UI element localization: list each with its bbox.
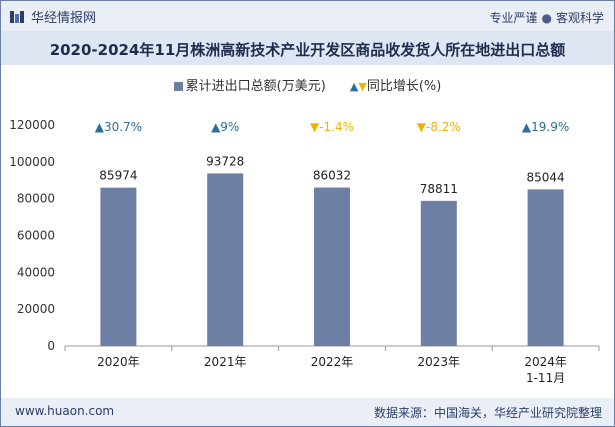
legend-up-triangle-icon: ▲ [349, 80, 359, 93]
bar [420, 200, 457, 346]
bar-chart: 0 20000 40000 60000 80000 100000 120000 85974 ▲3… [9, 118, 600, 385]
slogan: 专业严谨 ● 客观科学 [489, 9, 604, 26]
top-bar: 华经情报网 专业严谨 ● 客观科学 [1, 1, 614, 31]
legend-down-triangle-icon: ▼ [358, 80, 367, 93]
y-tick-label: 100000 [9, 155, 55, 169]
y-tick-label: 0 [47, 339, 55, 353]
bar [100, 187, 137, 346]
site-url: www.huaon.com [15, 404, 115, 418]
legend-item-yoy: ▲▼同比增长(%) [350, 79, 441, 94]
bar-value-label: 86032 [313, 169, 351, 183]
slogan-separator: ● [541, 11, 552, 25]
slogan-right: 客观科学 [555, 11, 604, 25]
bar-value-label: 85974 [99, 169, 137, 183]
yoy-up-label: ▲19.9% [522, 120, 569, 134]
legend-yoy-label: 同比增长(%) [366, 79, 442, 94]
chart-legend: 累计进出口总额(万美元) ▲▼同比增长(%) [1, 75, 614, 94]
yoy-up-label: ▲30.7% [95, 120, 142, 134]
y-tick-label: 20000 [17, 302, 55, 316]
bar-value-label: 85044 [527, 170, 565, 184]
bar [314, 187, 350, 346]
legend-bar-swatch [173, 82, 183, 91]
bar [207, 173, 244, 346]
bar [527, 189, 564, 346]
x-tick-label: 2021年 [204, 355, 247, 369]
data-source: 数据来源：中国海关，华经产业研究院整理 [373, 406, 602, 420]
title-bar: 2020-2024年11月株洲高新技术产业开发区商品收发货人所在地进出口总额 [1, 31, 614, 65]
legend-bar-label: 累计进出口总额(万美元) [185, 79, 326, 94]
y-tick-label: 60000 [17, 229, 55, 243]
x-tick-label: 2023年 [418, 355, 461, 369]
chart-title: 2020-2024年11月株洲高新技术产业开发区商品收发货人所在地进出口总额 [49, 41, 566, 59]
x-tick-label: 2020年 [97, 355, 140, 369]
bar-value-label: 93728 [206, 154, 244, 168]
y-tick-label: 80000 [17, 192, 55, 206]
x-tick-label: 2024年 [524, 355, 567, 369]
brand-name: 华经情报网 [31, 11, 97, 26]
legend-item-total: 累计进出口总额(万美元) [173, 79, 330, 94]
y-tick-label: 40000 [17, 265, 55, 279]
x-tick-label: 1-11月 [526, 371, 565, 385]
yoy-up-label: ▲9% [211, 120, 239, 134]
x-tick-label: 2022年 [311, 355, 354, 369]
yoy-down-label: ▼-1.4% [310, 120, 354, 134]
y-tick-label: 120000 [9, 118, 55, 132]
yoy-down-label: ▼-8.2% [417, 120, 461, 134]
slogan-left: 专业严谨 [489, 11, 538, 25]
logo-icon [10, 10, 24, 23]
logo: 华经情报网 [9, 7, 96, 26]
bar-value-label: 78811 [420, 182, 458, 196]
footer-bar: www.huaon.com 数据来源：中国海关，华经产业研究院整理 [1, 398, 614, 426]
